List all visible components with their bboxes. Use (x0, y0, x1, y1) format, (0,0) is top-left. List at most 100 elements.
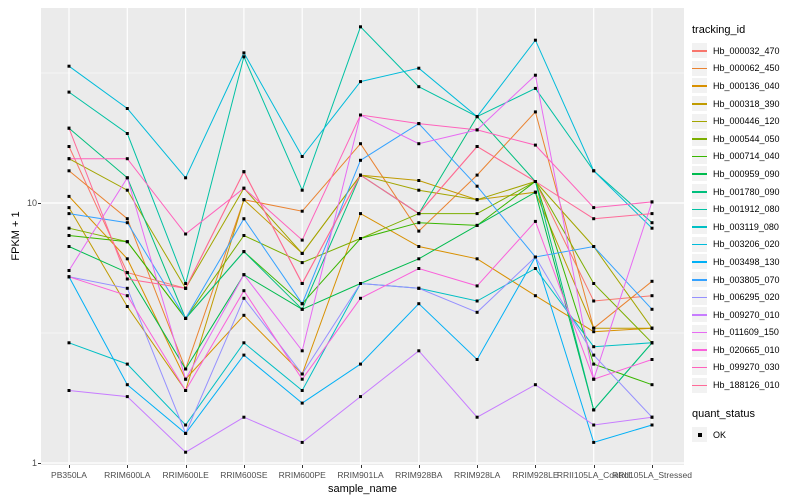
data-point (300, 307, 304, 311)
data-point (475, 212, 479, 216)
data-point (300, 349, 304, 353)
data-point (125, 395, 129, 399)
data-point (650, 279, 654, 283)
data-point (533, 190, 537, 194)
data-point (67, 389, 71, 392)
data-point (417, 221, 421, 225)
data-point (67, 157, 71, 161)
legend-key (692, 289, 707, 305)
data-point (475, 257, 479, 261)
data-point (242, 51, 246, 55)
legend-line-icon (692, 226, 707, 228)
legend-line-icon (692, 349, 707, 351)
data-point (125, 157, 129, 161)
legend-line-icon (692, 314, 707, 316)
data-point (475, 310, 479, 314)
x-tick-label-RRIM600LA: RRIM600LA (104, 470, 151, 480)
data-point (125, 107, 129, 110)
data-point (650, 383, 654, 387)
data-point (592, 169, 596, 173)
data-point (125, 286, 129, 290)
data-point (242, 217, 246, 221)
legend-key (692, 78, 707, 94)
data-point (533, 180, 537, 183)
legend-label: Hb_003805_070 (713, 274, 780, 285)
data-point (300, 440, 304, 444)
y-tick-label: 10 (26, 197, 37, 208)
x-tick-mark (652, 465, 653, 468)
data-point (417, 122, 421, 126)
data-point (67, 126, 71, 130)
data-point (242, 353, 246, 357)
data-point (475, 299, 479, 303)
data-point (125, 294, 129, 298)
data-point (67, 90, 71, 94)
data-point (650, 294, 654, 298)
legend-label: Hb_003206_020 (713, 239, 780, 250)
data-point (184, 316, 188, 320)
black-square-marker-icon (697, 432, 702, 437)
legend-key (692, 342, 707, 358)
data-point (359, 173, 362, 177)
plot-canvas (41, 8, 684, 465)
legend-key (692, 201, 707, 217)
legend-line-icon (692, 243, 707, 246)
data-point (475, 128, 479, 132)
data-point (359, 362, 362, 366)
legend-key (692, 219, 707, 235)
data-point (67, 234, 71, 237)
legend-line-icon (692, 366, 707, 369)
x-axis-title: sample_name (327, 483, 398, 495)
data-point (592, 245, 596, 248)
data-point (300, 389, 304, 392)
data-point (184, 367, 188, 371)
data-point (300, 377, 304, 381)
data-point (650, 200, 654, 204)
data-point (592, 326, 596, 330)
data-point (475, 358, 479, 361)
legend-key (692, 272, 707, 288)
data-point (475, 415, 479, 419)
legend-line-icon (692, 50, 707, 52)
data-point (533, 73, 537, 77)
data-point (125, 362, 129, 366)
data-point (125, 277, 129, 281)
data-point (533, 255, 537, 259)
legend-line-icon (692, 67, 707, 70)
data-point (359, 113, 362, 117)
data-point (359, 80, 362, 84)
data-point (184, 377, 188, 381)
data-point (242, 250, 246, 254)
data-point (184, 176, 188, 180)
quant-ok-key (692, 427, 707, 443)
data-point (417, 212, 421, 216)
x-tick-mark (418, 465, 420, 468)
legend-label: Hb_020665_010 (713, 344, 780, 355)
data-point (359, 142, 362, 146)
data-point (67, 275, 71, 279)
legend-label: Hb_188126_010 (713, 380, 780, 391)
legend-key (692, 254, 707, 270)
data-point (592, 206, 596, 210)
data-point (184, 286, 188, 290)
data-point (359, 395, 362, 399)
legend-title-tracking-id: tracking_id (692, 24, 746, 36)
legend-line-icon (692, 279, 707, 281)
data-point (300, 282, 304, 285)
legend-line-icon (692, 138, 707, 140)
data-point (125, 271, 129, 275)
data-point (592, 217, 596, 221)
legend-item-Hb_000714_040: Hb_000714_040 (692, 148, 798, 166)
data-point (300, 209, 304, 213)
x-tick-mark (69, 465, 70, 468)
data-point (242, 273, 246, 277)
data-point (67, 169, 71, 173)
legend-item-Hb_006295_020: Hb_006295_020 (692, 288, 798, 306)
data-point (417, 286, 421, 290)
legend-item-Hb_001912_080: Hb_001912_080 (692, 200, 798, 218)
legend-label: Hb_011609_150 (713, 327, 779, 338)
legend-key (692, 236, 707, 252)
legend-line-icon (692, 191, 707, 193)
data-point (184, 389, 188, 392)
